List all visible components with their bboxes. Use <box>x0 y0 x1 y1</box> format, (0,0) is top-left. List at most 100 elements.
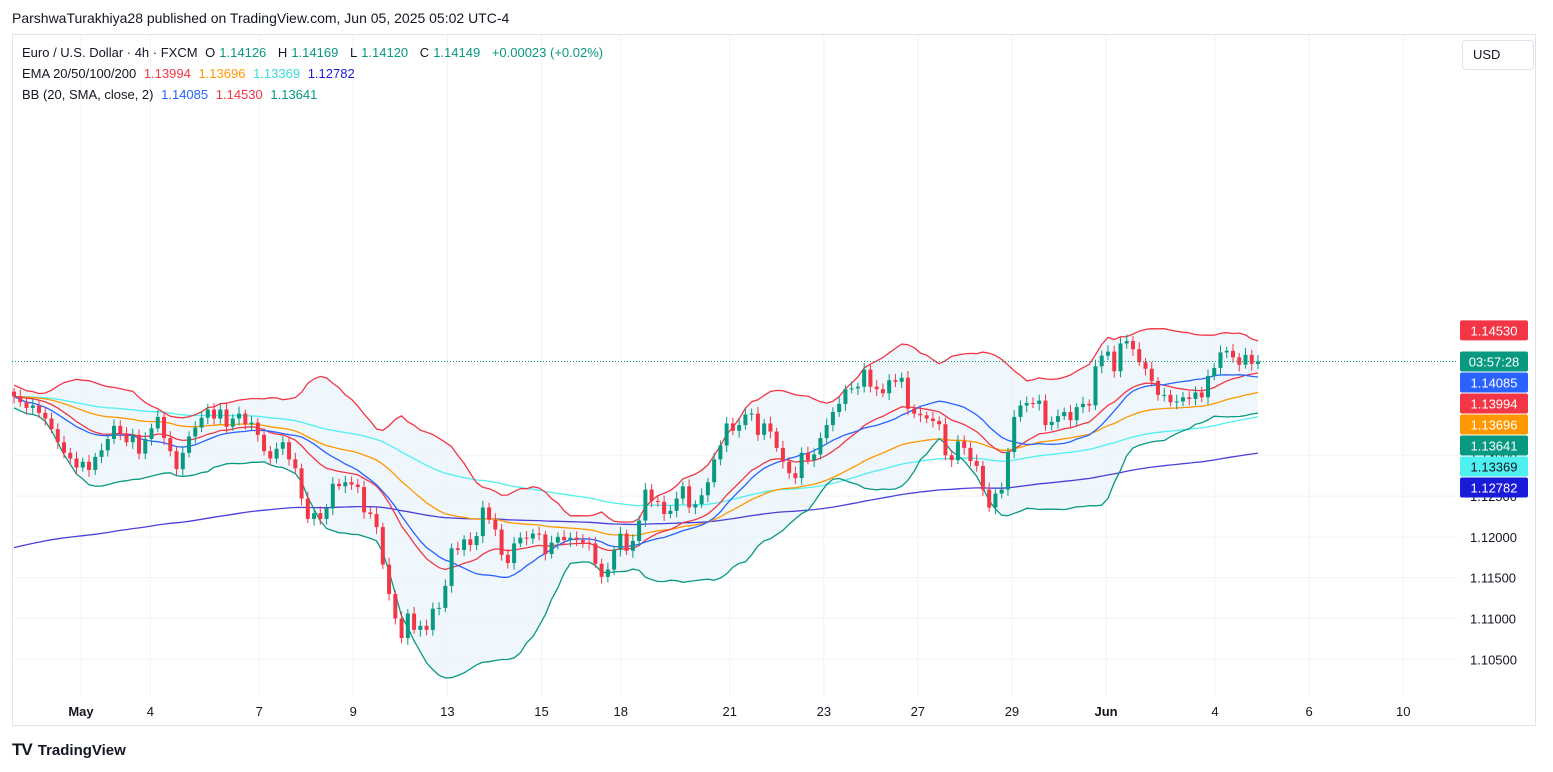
candle <box>1018 400 1023 422</box>
candle <box>912 404 917 419</box>
candle <box>1205 369 1210 405</box>
candle <box>699 488 704 509</box>
candle <box>18 389 23 407</box>
candle <box>943 417 948 461</box>
candle <box>205 403 210 425</box>
candle-body <box>1024 403 1029 406</box>
candle-body <box>537 533 542 535</box>
candle <box>812 448 817 468</box>
candle <box>643 482 648 527</box>
candle-body <box>705 482 710 496</box>
currency-button[interactable]: USD <box>1462 40 1534 70</box>
candle <box>968 442 973 467</box>
candle <box>637 515 642 546</box>
candle <box>918 406 923 423</box>
price-label-text: 1.14530 <box>1471 323 1518 338</box>
candle-body <box>218 409 223 419</box>
candle-body <box>1030 403 1035 405</box>
candle-body <box>493 519 498 530</box>
candle-body <box>480 507 485 537</box>
candle <box>380 522 385 570</box>
candle-body <box>1205 376 1210 398</box>
candle <box>318 506 323 525</box>
price-label: 03:57:28 <box>1460 351 1528 372</box>
candle <box>443 579 448 613</box>
legend-bb-row[interactable]: BB (20, SMA, close, 2) 1.14085 1.14530 1… <box>22 87 321 102</box>
candle-body <box>937 420 942 425</box>
candle <box>624 529 629 555</box>
candle <box>1080 396 1085 414</box>
price-label-bg <box>1460 351 1528 372</box>
candle-body <box>1193 392 1198 399</box>
candle-body <box>799 452 804 479</box>
candle <box>93 452 98 475</box>
candle <box>680 481 685 505</box>
candle-body <box>962 441 967 448</box>
candle <box>1243 348 1248 369</box>
candle-body <box>993 493 998 508</box>
candle-body <box>580 540 585 543</box>
candle-body <box>199 417 204 428</box>
candle <box>137 429 142 460</box>
candle <box>1012 410 1017 459</box>
candle-body <box>1068 412 1073 421</box>
candle <box>180 446 185 476</box>
bb-title[interactable]: BB (20, SMA, close, 2) <box>22 87 154 102</box>
candle <box>1155 377 1160 401</box>
candle-body <box>437 607 442 609</box>
candle-body <box>1149 368 1154 382</box>
candle <box>730 417 735 436</box>
ema-title[interactable]: EMA 20/50/100/200 <box>22 66 137 81</box>
candle <box>105 434 110 457</box>
legend-ema-row[interactable]: EMA 20/50/100/200 1.13994 1.13696 1.1336… <box>22 66 359 81</box>
ema20-line <box>13 372 1259 571</box>
candle <box>743 408 748 430</box>
candle-body <box>55 429 60 443</box>
candle-body <box>943 424 948 456</box>
candle-body <box>68 452 73 459</box>
candle <box>824 418 829 445</box>
ema50-line <box>13 391 1259 537</box>
symbol-title[interactable]: Euro / U.S. Dollar · 4h · FXCM <box>22 45 198 60</box>
chart-frame[interactable] <box>12 34 1536 726</box>
candle-body <box>393 593 398 619</box>
candle <box>455 541 460 555</box>
candle-body <box>774 431 779 448</box>
candle-body <box>818 438 823 455</box>
candle <box>249 415 254 431</box>
candle <box>630 534 635 558</box>
candle <box>62 435 67 459</box>
x-tick-label: 15 <box>534 704 548 719</box>
candle-body <box>905 377 910 409</box>
candle <box>668 505 673 519</box>
candle-body <box>1018 405 1023 417</box>
candle <box>843 385 848 411</box>
candle <box>655 494 660 507</box>
price-label-bg <box>1460 435 1528 456</box>
candle <box>768 416 773 439</box>
candle-body <box>43 412 48 419</box>
candle-body <box>180 452 185 470</box>
candle <box>593 536 598 568</box>
candle-body <box>274 448 279 459</box>
candle <box>899 372 904 388</box>
candle-body <box>843 389 848 404</box>
candle-body <box>749 413 754 415</box>
candle <box>1256 355 1260 370</box>
candle <box>587 536 592 551</box>
candle-body <box>443 585 448 608</box>
candle <box>949 449 954 468</box>
candle <box>612 545 617 576</box>
candle-body <box>793 473 798 479</box>
candle <box>755 406 760 441</box>
candle-body <box>599 563 604 577</box>
candle-body <box>649 489 654 501</box>
candle <box>1149 361 1154 387</box>
candle <box>12 387 16 404</box>
tradingview-footer[interactable]: TV TradingView <box>12 740 126 760</box>
candle <box>112 419 117 444</box>
candle-body <box>1243 354 1248 365</box>
candle-body <box>330 483 335 509</box>
legend-symbol-row[interactable]: Euro / U.S. Dollar · 4h · FXCM O 1.14126 … <box>22 45 607 60</box>
